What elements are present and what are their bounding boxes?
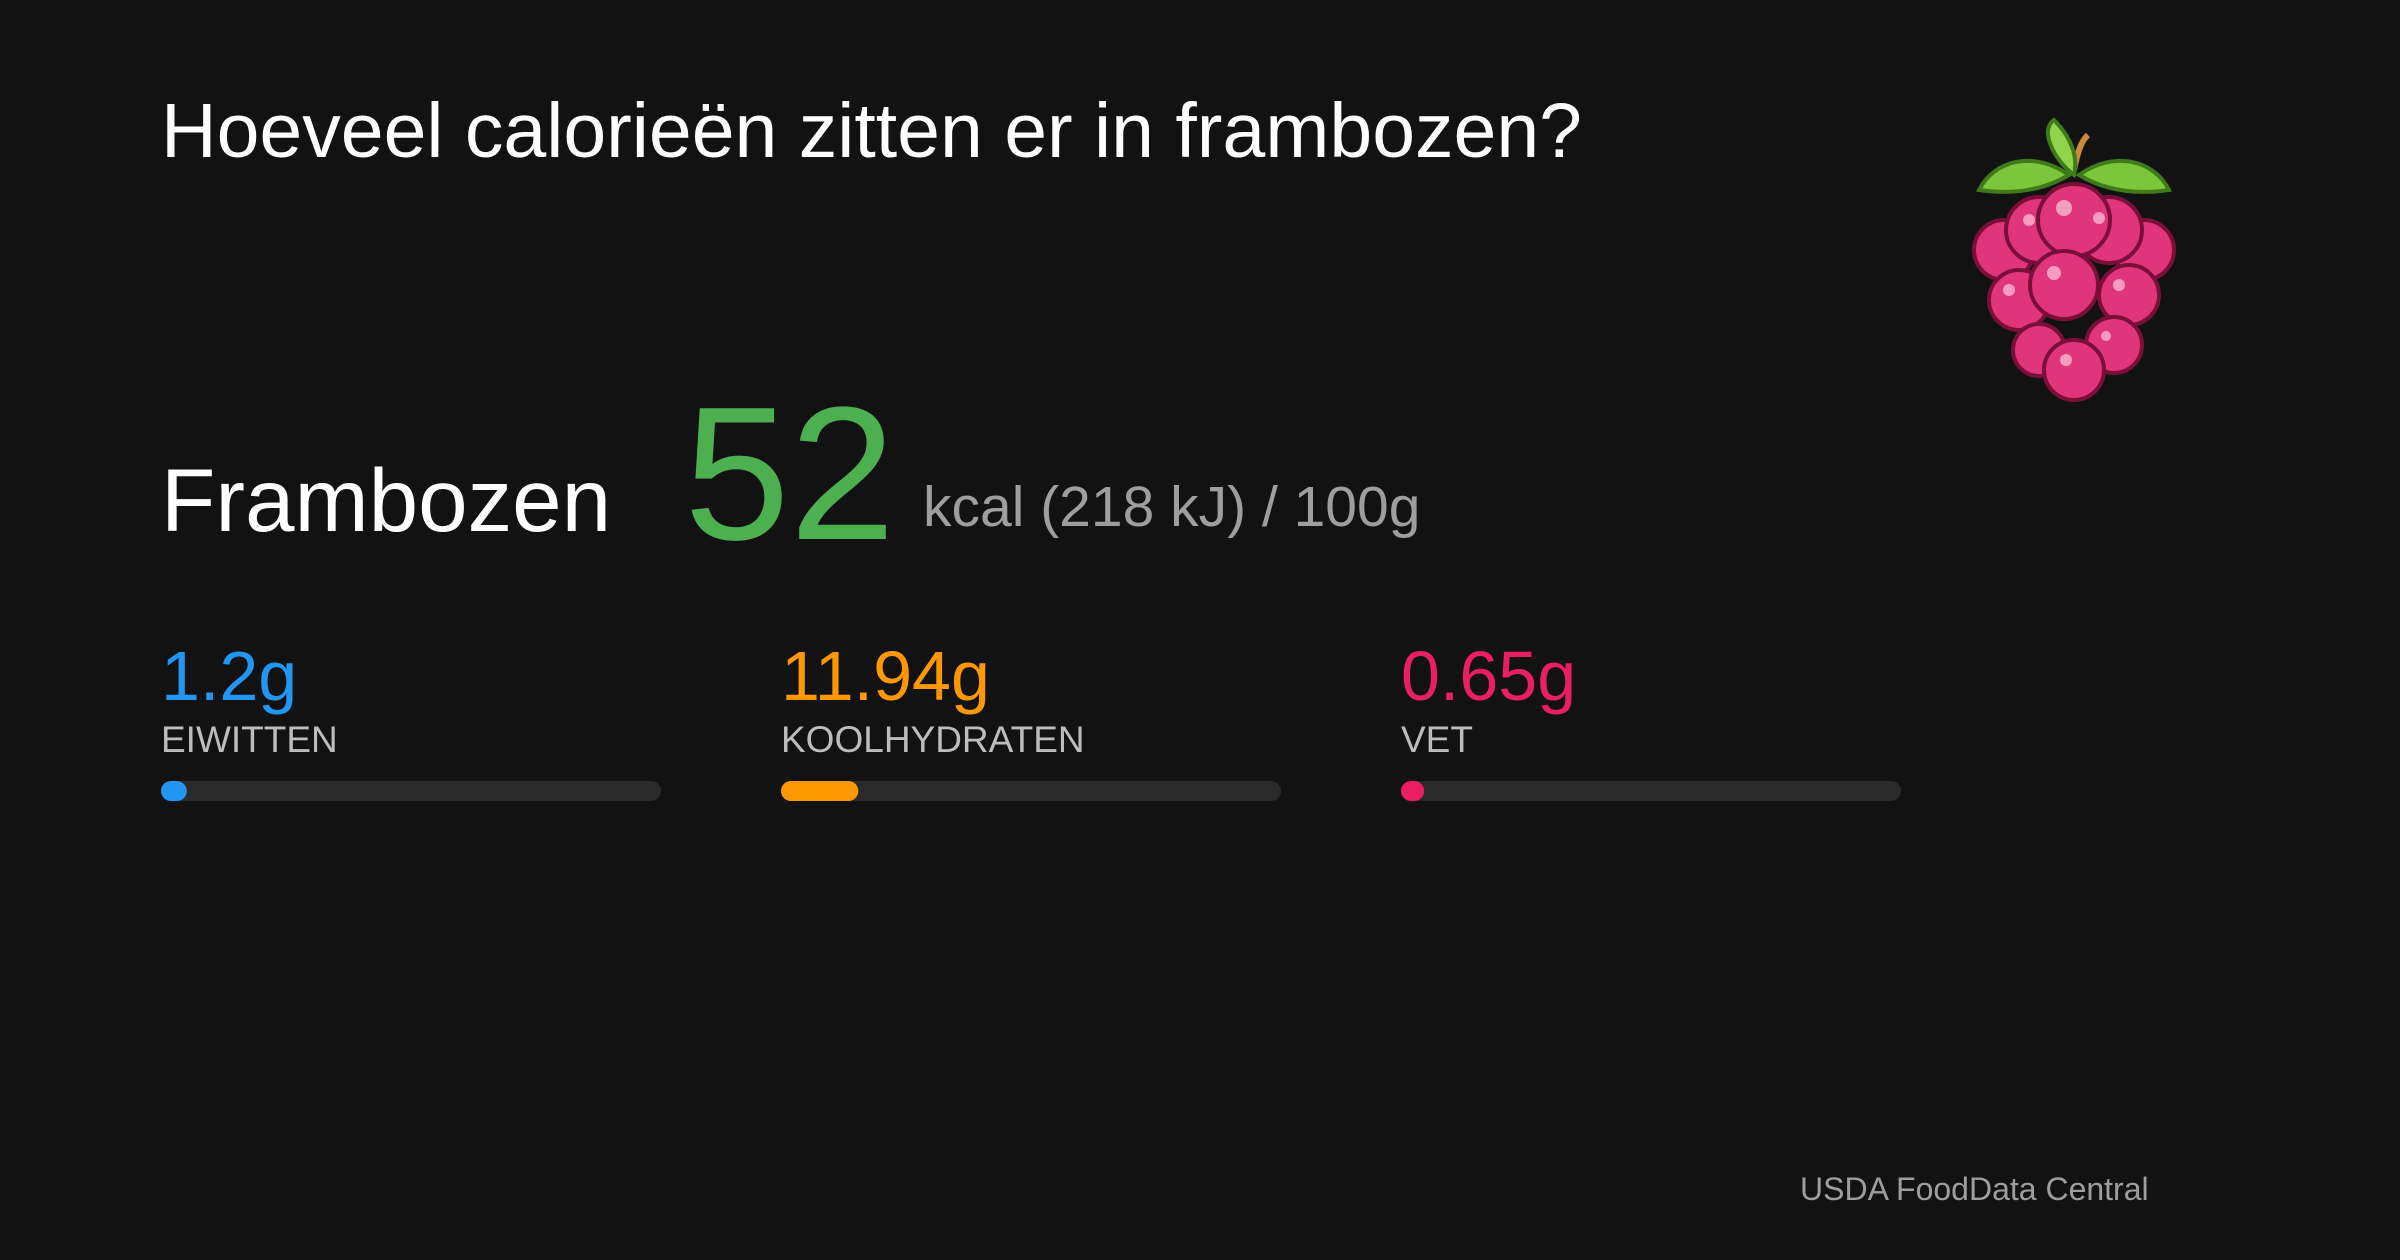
bar-track (781, 781, 1281, 801)
nutrient-name: VET (1401, 719, 1473, 760)
bar-fill (161, 781, 187, 801)
nutrient-amount: 11.94g (781, 637, 990, 715)
bar-fill (781, 781, 859, 801)
bar-track (1401, 781, 1901, 801)
source: USDA FoodData Central (1800, 1171, 2149, 1207)
raspberry-icon (1972, 117, 2176, 402)
bar-track (161, 781, 661, 801)
unit-text: kcal (218 kJ) / 100g (923, 475, 1420, 539)
nutrient-name: EIWITTEN (161, 719, 338, 760)
calories: 52 (684, 368, 895, 580)
nutrient-amount: 0.65g (1401, 637, 1576, 715)
nutrient-name: KOOLHYDRATEN (781, 719, 1085, 760)
food-name: Frambozen (161, 450, 611, 550)
title: Hoeveel calorieën zitten er in frambozen… (161, 88, 1582, 174)
nutrient-amount: 1.2g (161, 637, 297, 715)
bar-fill (1401, 781, 1425, 801)
